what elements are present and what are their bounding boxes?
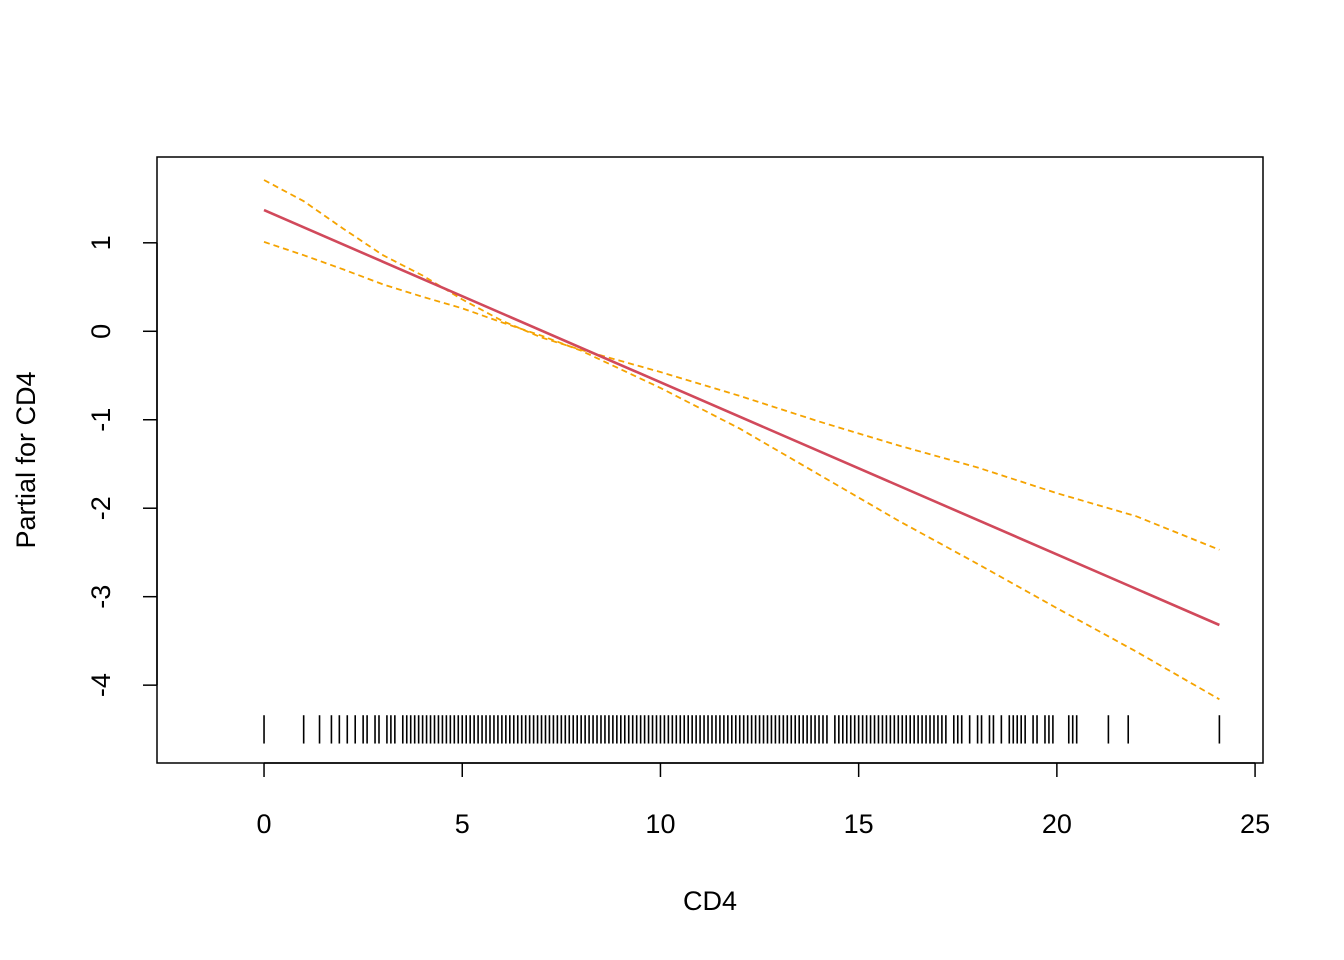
- lower-band-line: [263, 241, 1220, 701]
- fit-line: [263, 208, 1220, 627]
- x-tick-label: 10: [645, 809, 675, 839]
- fit-line-group: [263, 208, 1220, 627]
- y-tick-label: 1: [86, 235, 116, 250]
- x-axis: 0 5 10 15 20 25: [257, 762, 1270, 839]
- y-axis-label: Partial for CD4: [11, 371, 41, 548]
- x-axis-label: CD4: [683, 886, 737, 916]
- plot-frame: [156, 156, 1264, 764]
- x-tick-label: 20: [1042, 809, 1072, 839]
- y-tick-label: -4: [86, 673, 116, 697]
- x-tick-label: 5: [455, 809, 470, 839]
- y-tick-label: -2: [86, 496, 116, 520]
- y-tick-label: 0: [86, 324, 116, 339]
- confidence-bands: [263, 179, 1220, 701]
- x-tick-label: 25: [1240, 809, 1270, 839]
- rug-marks: [263, 715, 1221, 744]
- x-tick-label: 0: [257, 809, 272, 839]
- upper-band-line: [263, 179, 1220, 551]
- y-tick-label: -1: [86, 408, 116, 432]
- y-tick-label: -3: [86, 585, 116, 609]
- x-tick-label: 15: [844, 809, 874, 839]
- y-axis: 1 0 -1 -2 -3 -4: [86, 235, 158, 697]
